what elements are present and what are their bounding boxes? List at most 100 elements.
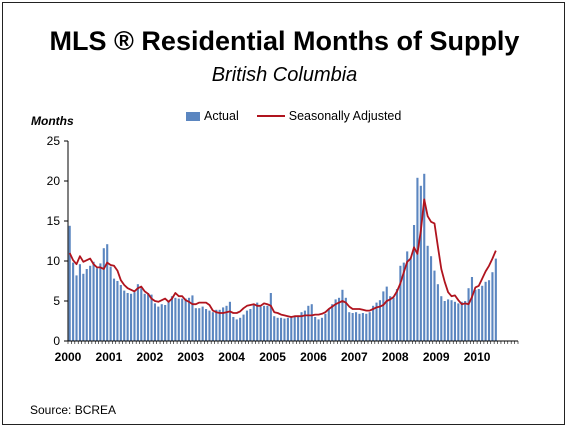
bar <box>430 256 433 341</box>
bar <box>297 315 300 341</box>
bar <box>102 248 105 341</box>
bar <box>276 317 279 341</box>
y-tick-label: 0 <box>53 334 60 348</box>
bar <box>150 294 153 341</box>
bar <box>358 313 361 341</box>
source-note: Source: BCREA <box>30 403 117 417</box>
bar <box>222 307 225 341</box>
bar <box>443 301 446 341</box>
bar <box>153 303 156 341</box>
bar <box>481 285 484 341</box>
x-tick-label: 2004 <box>218 350 245 364</box>
bar <box>82 273 85 341</box>
bar <box>487 280 491 341</box>
bar <box>453 301 456 341</box>
bar <box>112 278 116 341</box>
bar <box>157 306 160 341</box>
x-tick-label: 2009 <box>423 350 450 364</box>
bar <box>307 305 310 341</box>
bar <box>351 313 354 341</box>
y-tick-label: 5 <box>53 294 60 308</box>
bar <box>375 302 378 341</box>
legend: Actual Seasonally Adjusted <box>186 109 401 123</box>
bar <box>109 266 112 341</box>
bar <box>225 305 228 341</box>
bar <box>147 293 150 341</box>
bar <box>470 277 474 341</box>
bar <box>262 305 266 341</box>
bar <box>310 304 313 341</box>
bar <box>187 297 191 341</box>
bar <box>474 289 477 341</box>
bar <box>477 289 480 341</box>
bar <box>440 296 443 341</box>
y-tick-label: 25 <box>47 134 61 148</box>
x-tick-label: 2007 <box>341 350 368 364</box>
legend-swatch-actual <box>186 111 200 121</box>
legend-label-actual: Actual <box>204 109 239 123</box>
bar <box>317 319 320 341</box>
bar <box>215 309 218 341</box>
bar <box>75 275 78 341</box>
bar <box>334 299 337 341</box>
bar <box>205 309 208 341</box>
bar <box>252 305 255 341</box>
x-tick-label: 2008 <box>382 350 409 364</box>
y-tick-label: 20 <box>47 174 61 188</box>
bar <box>368 312 371 341</box>
bar <box>412 225 416 341</box>
bar <box>280 317 283 341</box>
bar <box>361 313 364 341</box>
bar <box>484 281 487 341</box>
chart-subtitle: British Columbia <box>211 64 358 86</box>
bar <box>181 298 184 341</box>
bar <box>136 284 139 341</box>
bar <box>447 299 450 341</box>
chart-title: MLS ® Residential Months of Supply <box>49 26 520 56</box>
legend-label-seasonally-adjusted: Seasonally Adjusted <box>288 109 402 123</box>
bar <box>160 304 163 341</box>
bar <box>68 225 71 341</box>
bar <box>395 289 399 341</box>
seasonally-adjusted-line <box>68 198 497 318</box>
bar <box>130 293 133 341</box>
bar <box>283 318 286 341</box>
chart-frame <box>2 2 565 425</box>
bar <box>78 264 81 341</box>
bar <box>208 310 211 341</box>
bar <box>256 302 259 341</box>
bar <box>143 293 146 341</box>
legend-swatch-seasonally-adjusted <box>256 115 285 117</box>
bar <box>218 309 221 341</box>
x-tick-label: 2003 <box>177 350 204 364</box>
bar <box>116 281 119 341</box>
bar <box>426 245 429 341</box>
bar <box>273 316 276 341</box>
bar <box>399 265 402 341</box>
bar <box>320 317 324 341</box>
x-tick-label: 2001 <box>96 350 123 364</box>
bar <box>72 262 75 341</box>
x-tick-label: 2005 <box>259 350 286 364</box>
bar <box>133 292 136 341</box>
bar <box>382 291 385 341</box>
bar <box>423 173 426 341</box>
bar <box>286 317 289 341</box>
bar <box>174 297 177 341</box>
x-tick-label: 2010 <box>464 350 491 364</box>
bar <box>327 309 330 341</box>
bar <box>191 295 194 341</box>
bar <box>293 316 296 341</box>
bar <box>259 306 262 341</box>
bar <box>290 317 293 341</box>
bar <box>85 269 88 341</box>
bar <box>194 308 197 341</box>
bar <box>491 272 494 341</box>
y-axis-label: Months <box>31 114 74 128</box>
bar <box>450 300 453 341</box>
bar <box>164 305 167 341</box>
bar <box>201 306 204 341</box>
bar <box>460 301 463 341</box>
bar <box>467 288 470 341</box>
